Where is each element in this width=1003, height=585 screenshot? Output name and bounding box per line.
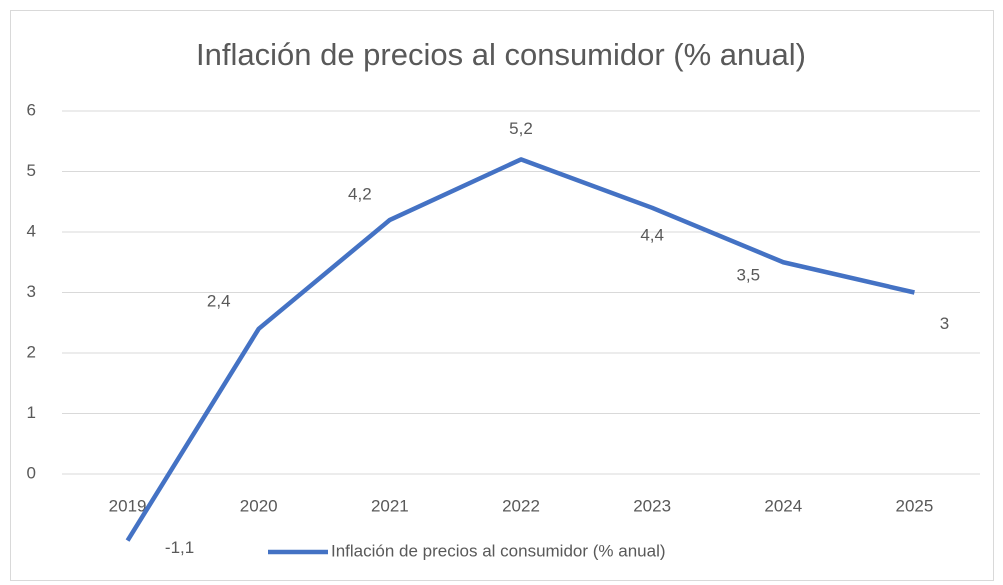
data-label: 2,4	[207, 291, 231, 310]
y-tick-label: 0	[27, 463, 36, 482]
x-tick-label: 2023	[633, 496, 671, 515]
data-label: -1,1	[165, 538, 194, 557]
y-tick-label: 5	[27, 161, 36, 180]
data-label: 3	[940, 314, 949, 333]
x-tick-label: 2022	[502, 496, 540, 515]
data-label: 4,4	[640, 225, 664, 244]
y-tick-label: 3	[27, 282, 36, 301]
chart-title: Inflación de precios al consumidor (% an…	[196, 37, 806, 72]
x-tick-label: 2024	[764, 496, 802, 515]
x-tick-label: 2025	[896, 496, 934, 515]
chart-border	[10, 10, 994, 581]
data-line	[125, 157, 915, 542]
legend-label: Inflación de precios al consumidor (% an…	[331, 541, 666, 560]
data-label: 3,5	[736, 266, 760, 285]
y-tick-label: 6	[27, 100, 36, 119]
data-label: 5,2	[509, 119, 533, 138]
y-tick-label: 1	[27, 403, 36, 422]
data-label: 4,2	[348, 184, 372, 203]
y-tick-label: 2	[27, 342, 36, 361]
y-tick-label: 4	[27, 221, 36, 240]
x-tick-label: 2021	[371, 496, 409, 515]
x-tick-label: 2020	[240, 496, 278, 515]
x-tick-label: 2019	[109, 496, 147, 515]
